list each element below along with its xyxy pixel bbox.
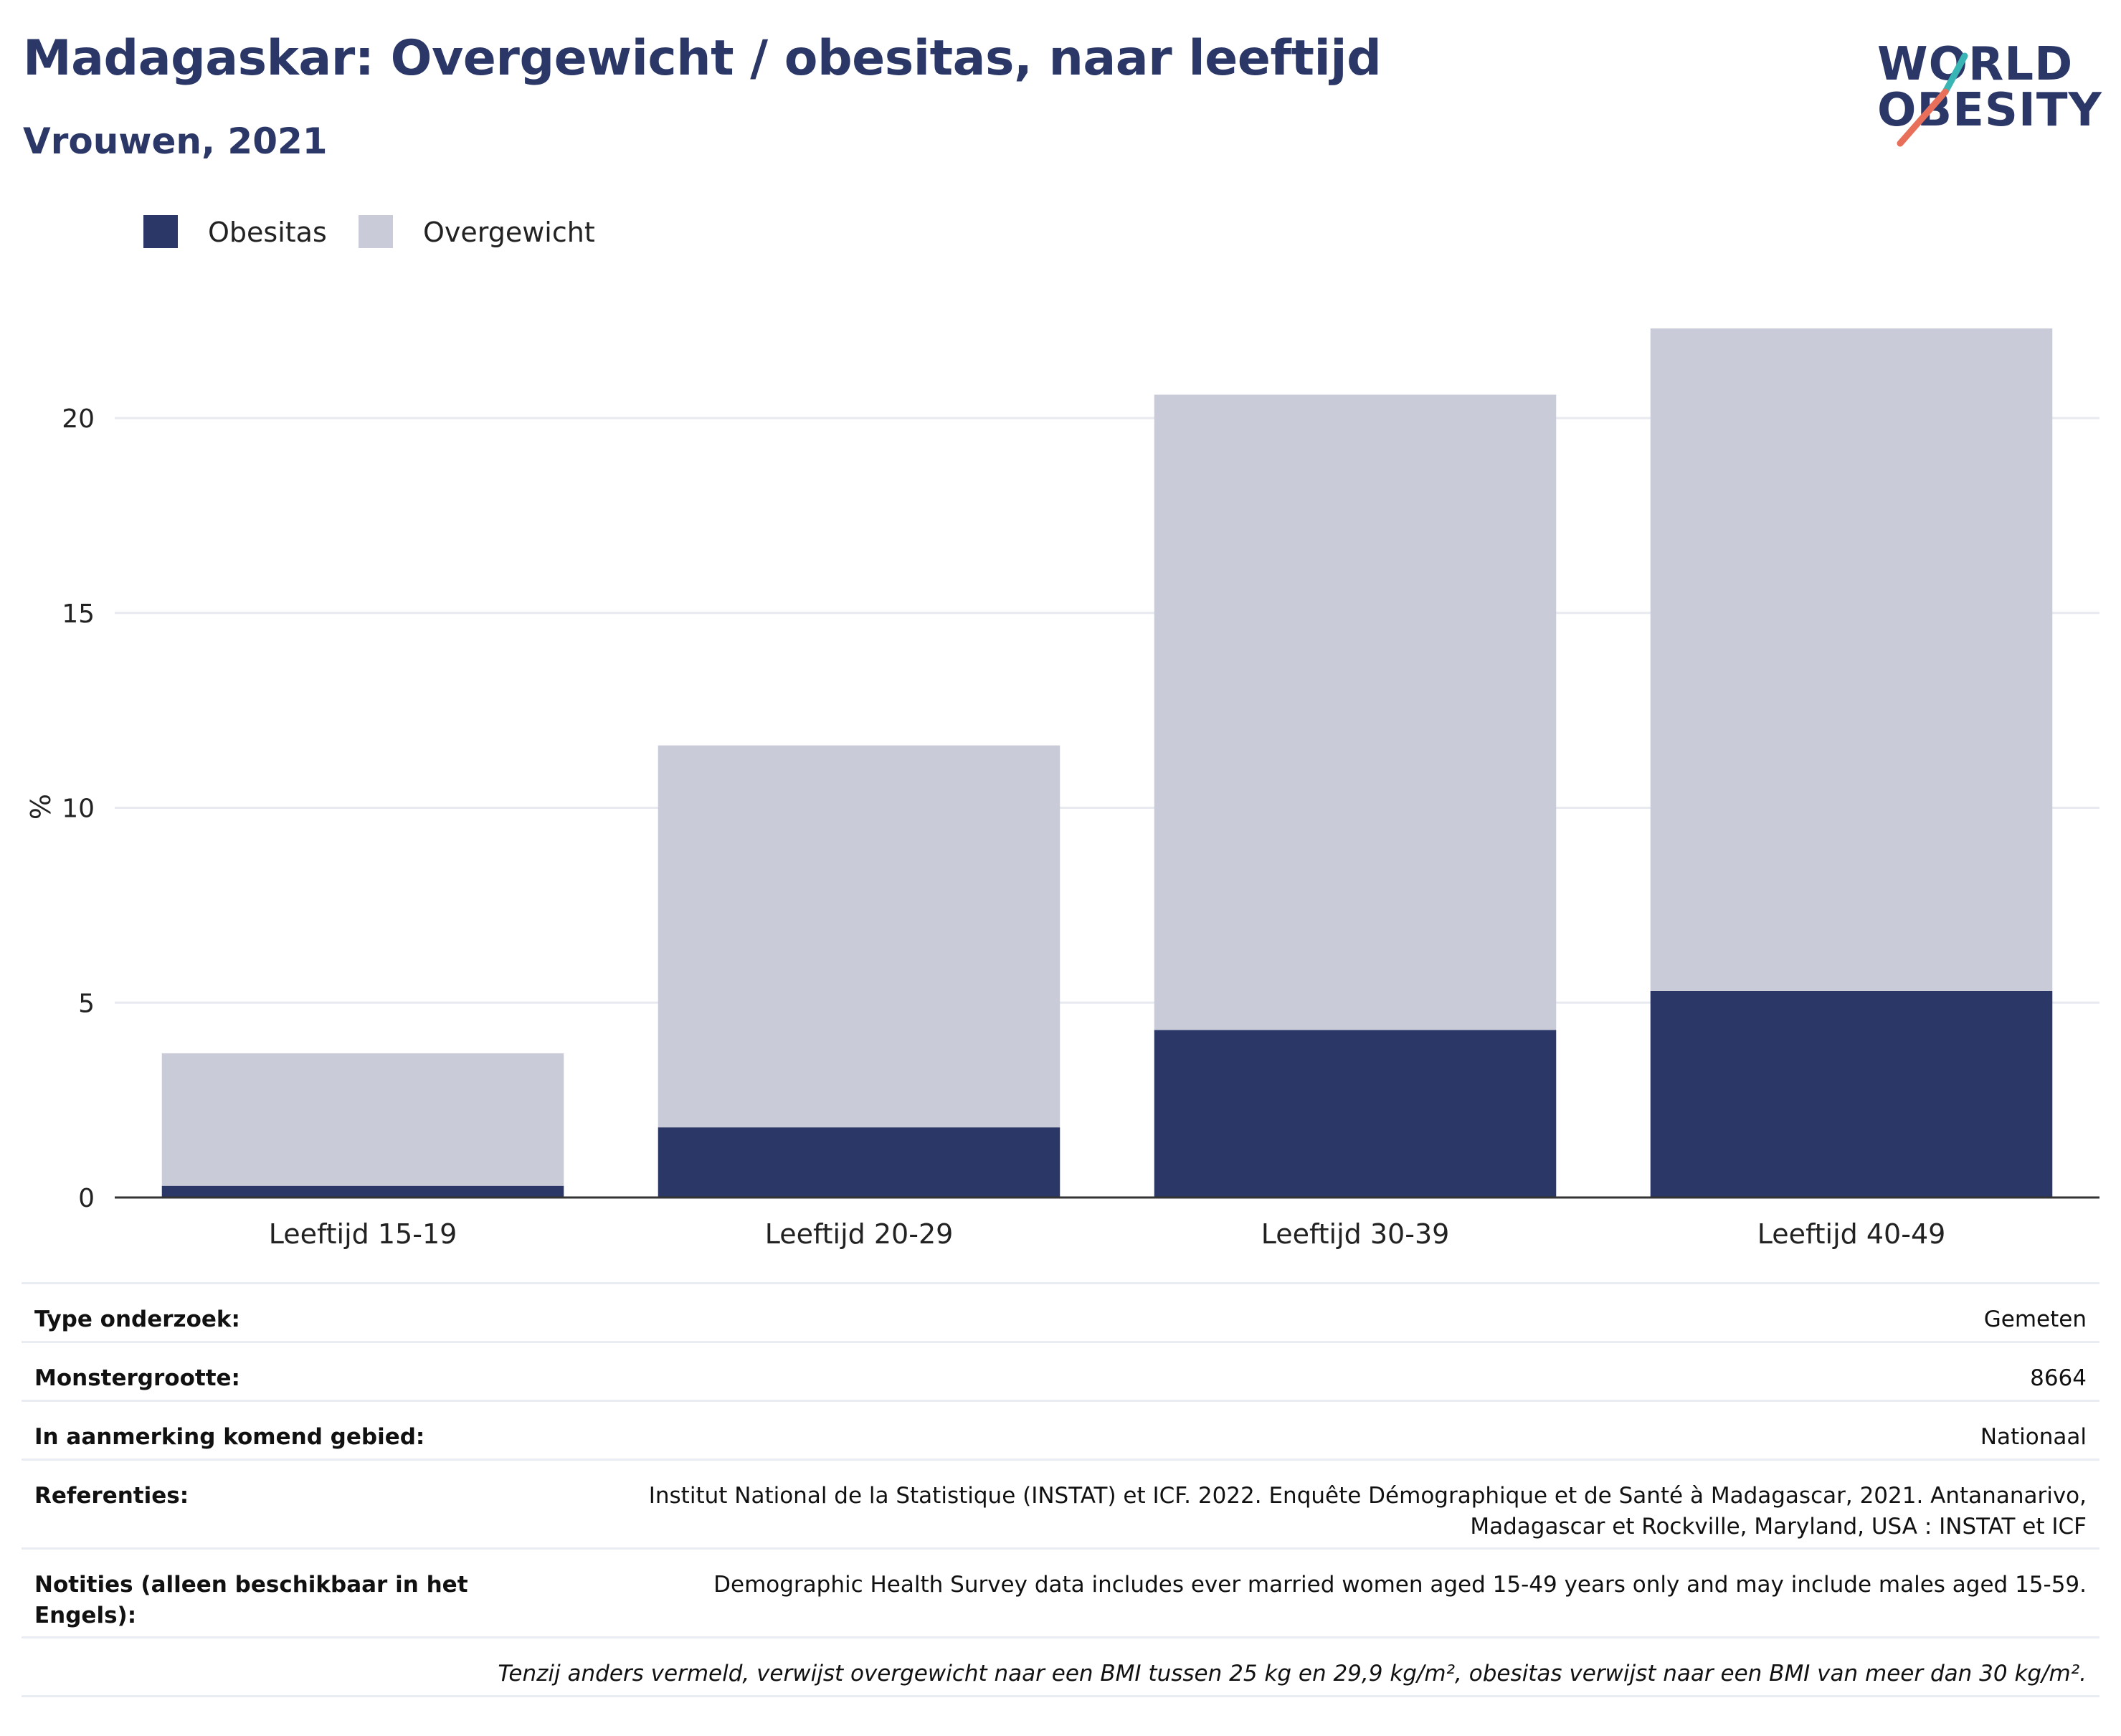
x-tick-label: Leeftijd 20-29 [765,1218,954,1250]
x-tick-label: Leeftijd 15-19 [269,1218,457,1250]
info-row-label: Type onderzoek: [34,1306,240,1332]
legend-swatch-obesitas [143,215,178,248]
y-tick-label: 0 [78,1184,95,1213]
info-row-label: Monstergrootte: [34,1365,240,1391]
y-tick-label: 15 [62,599,95,629]
y-axis-title: % [25,794,57,820]
info-row: In aanmerking komend gebied: Nationaal [22,1400,2099,1458]
legend-label-overgewicht: Overgewicht [423,217,595,248]
info-row-label: Referenties: [34,1483,189,1509]
logo-word-world: WORLD [1877,38,2074,91]
definition-note-row: Tenzij anders vermeld, verwijst overgewi… [22,1636,2099,1695]
bar-obesitas[interactable] [161,1185,564,1197]
bar-obesitas[interactable] [658,1127,1060,1197]
y-tick-label: 10 [62,795,95,824]
x-tick-label: Leeftijd 40-49 [1757,1218,1946,1250]
info-row: Type onderzoek: Gemeten [22,1282,2099,1341]
bar-chart: 0 5 10 15 20% Leeftijd 15-19 Leeftijd 20-29 Lee… [25,328,2099,1250]
legend-swatch-overgewicht [359,215,393,248]
info-row: Referenties: Institut National de la Stat… [22,1458,2099,1547]
bar-obesitas[interactable] [1650,990,2053,1197]
logo-slash-teal [1942,52,1968,95]
bar-overgewicht[interactable] [1154,394,1557,1030]
logo-slash-icon [1897,52,1968,147]
info-table: Type onderzoek: Gemeten Monstergrootte: 866… [22,1282,2099,1697]
x-tick-label: Leeftijd 30-39 [1261,1218,1450,1250]
info-row-value: Demographic Health Survey data includes … [713,1572,2087,1598]
logo-slash-coral [1897,88,1949,147]
info-row-label: Notities (alleen beschikbaar in het Enge… [34,1572,468,1629]
bar-overgewicht[interactable] [161,1053,564,1186]
y-tick-label: 20 [62,404,95,434]
info-row-value: Gemeten [1983,1306,2087,1332]
info-row-label: In aanmerking komend gebied: [34,1424,425,1450]
chart-title: Madagaskar: Overgewicht / obesitas, naar… [23,30,1382,87]
legend-label-obesitas: Obesitas [208,217,327,248]
bar-obesitas[interactable] [1154,1030,1557,1197]
info-row-value: Institut National de la Statistique (INS… [648,1483,2087,1540]
definition-note: Tenzij anders vermeld, verwijst overgewi… [498,1661,2087,1687]
info-row: Monstergrootte: 8664 [22,1341,2099,1400]
bar-overgewicht[interactable] [1650,328,2053,991]
info-row: Notities (alleen beschikbaar in het Enge… [22,1547,2099,1636]
chart-subtitle: Vrouwen, 2021 [23,120,328,162]
chart-area: 0 5 10 15 20% Leeftijd 15-19 Leeftijd 20-29 Lee… [0,287,2121,1279]
info-row-value: Nationaal [1980,1424,2087,1450]
world-obesity-logo: WORLD OBESITY [1864,29,2108,158]
info-row-value: 8664 [2030,1365,2087,1391]
y-tick-label: 5 [78,989,95,1018]
bar-overgewicht[interactable] [658,745,1060,1128]
table-bottom-border [22,1695,2099,1697]
